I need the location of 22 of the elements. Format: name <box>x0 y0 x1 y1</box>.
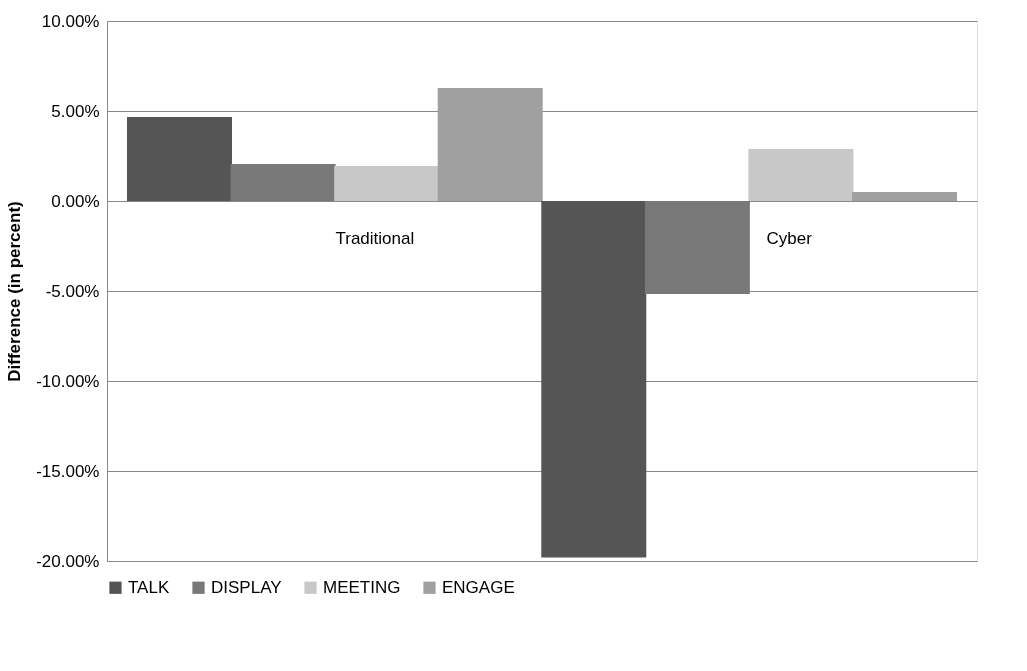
y-tick-label: -15.00% <box>36 461 100 481</box>
x-tick-label: Cyber <box>766 229 813 248</box>
bar <box>230 164 336 201</box>
bar <box>852 192 957 201</box>
y-tick-label: 10.00% <box>41 11 100 31</box>
y-axis-title: Difference (in percent) <box>5 201 25 382</box>
legend-label: TALK <box>128 577 170 597</box>
y-tick-label: 0.00% <box>51 191 100 211</box>
legend-label: DISPLAY <box>211 577 282 597</box>
bar <box>437 87 543 201</box>
bar <box>644 201 750 295</box>
y-tick-label: -5.00% <box>45 281 100 301</box>
x-tick-label: Traditional <box>335 229 415 248</box>
y-tick-label: 5.00% <box>51 101 100 121</box>
y-tick-label: -20.00% <box>36 551 100 571</box>
bar <box>748 148 854 201</box>
legend-label: ENGAGE <box>442 577 515 597</box>
bar <box>541 201 647 558</box>
legend-label: MEETING <box>323 577 401 597</box>
y-tick-label: -10.00% <box>36 371 100 391</box>
bar <box>127 116 232 201</box>
bar <box>334 166 440 201</box>
